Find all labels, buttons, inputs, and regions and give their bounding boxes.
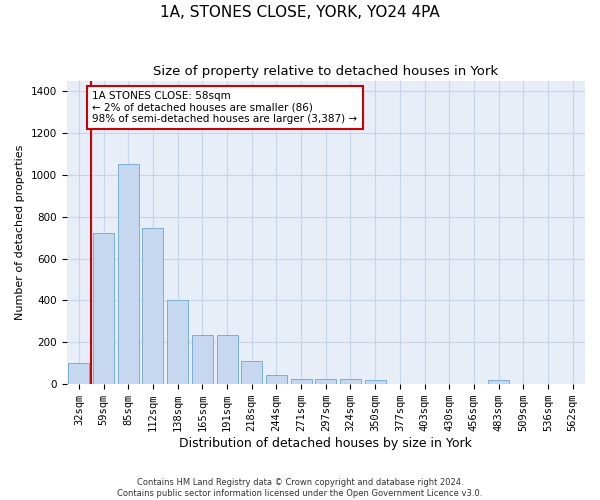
Bar — [142, 228, 163, 384]
Bar — [266, 376, 287, 384]
Bar — [118, 164, 139, 384]
Title: Size of property relative to detached houses in York: Size of property relative to detached ho… — [153, 65, 499, 78]
Bar — [488, 380, 509, 384]
Bar — [68, 364, 89, 384]
Bar — [315, 378, 336, 384]
Text: 1A STONES CLOSE: 58sqm
← 2% of detached houses are smaller (86)
98% of semi-deta: 1A STONES CLOSE: 58sqm ← 2% of detached … — [92, 91, 358, 124]
Y-axis label: Number of detached properties: Number of detached properties — [15, 144, 25, 320]
Bar — [241, 361, 262, 384]
Text: 1A, STONES CLOSE, YORK, YO24 4PA: 1A, STONES CLOSE, YORK, YO24 4PA — [160, 5, 440, 20]
X-axis label: Distribution of detached houses by size in York: Distribution of detached houses by size … — [179, 437, 472, 450]
Bar — [290, 379, 311, 384]
Bar — [93, 234, 114, 384]
Bar — [340, 378, 361, 384]
Bar — [365, 380, 386, 384]
Bar — [167, 300, 188, 384]
Text: Contains HM Land Registry data © Crown copyright and database right 2024.
Contai: Contains HM Land Registry data © Crown c… — [118, 478, 482, 498]
Bar — [217, 335, 238, 384]
Bar — [192, 335, 213, 384]
